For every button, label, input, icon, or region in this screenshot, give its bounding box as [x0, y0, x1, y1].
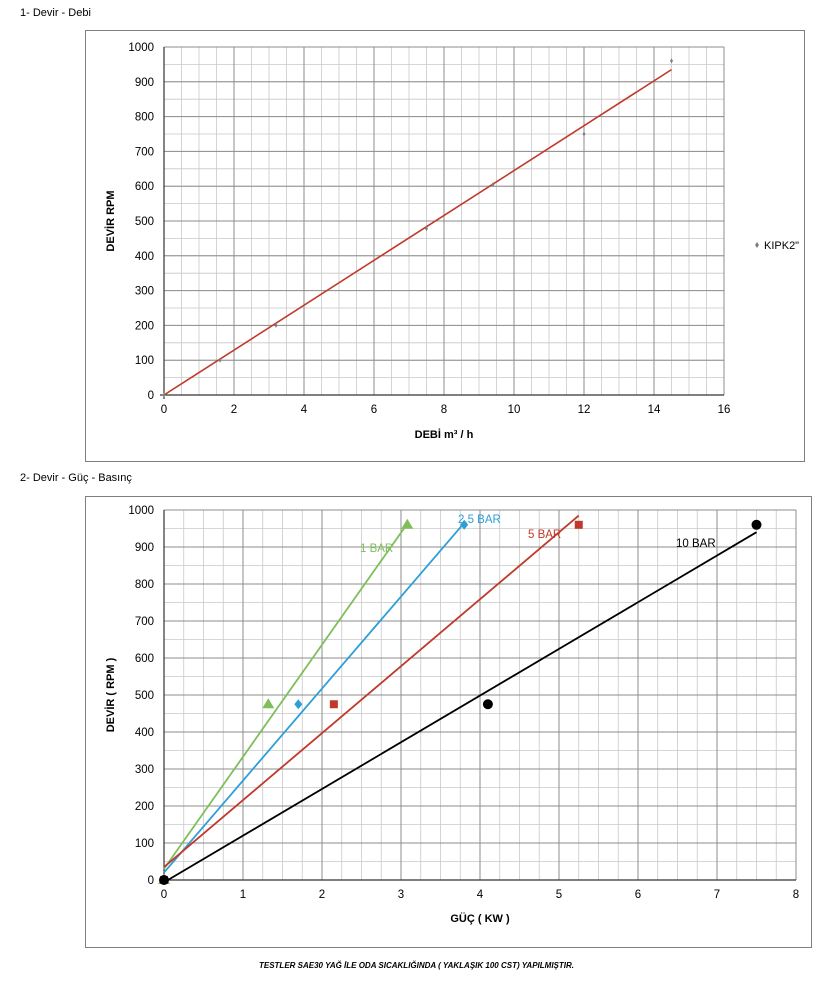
chart1-x-tick-label: 0 — [161, 404, 167, 416]
chart1-data-point — [162, 392, 166, 398]
chart1-y-tick-label: 600 — [135, 181, 154, 193]
footer-note: TESTLER SAE30 YAĞ İLE ODA SICAKLIĞINDA (… — [258, 961, 574, 970]
chart2-series-line — [163, 514, 580, 868]
chart2-data-point — [482, 699, 493, 710]
chart1-x-axis-title: DEBİ m³ / h — [415, 428, 474, 441]
chart2-data-point — [294, 699, 303, 710]
chart1-x-tick-label: 10 — [508, 404, 521, 416]
chart1-data-point — [425, 226, 428, 232]
chart1-legend-label: KIPK2" — [764, 240, 799, 252]
chart2-y-tick-label: 500 — [135, 690, 154, 702]
chart2-y-tick-label: 300 — [135, 764, 154, 776]
chart2-y-tick-label: 200 — [135, 801, 154, 813]
chart1-y-tick-label: 100 — [135, 355, 154, 367]
section1-title: 1- Devir - Debi — [20, 7, 91, 19]
chart1-x-tick-label: 2 — [231, 404, 237, 416]
chart2-x-tick-label: 5 — [556, 889, 562, 901]
chart2-series-label: 5 BAR — [528, 529, 561, 541]
chart2-x-tick-label: 3 — [398, 889, 404, 901]
chart2-x-tick-label: 0 — [161, 889, 167, 901]
chart1-data-point — [670, 58, 673, 64]
chart1-y-tick-label: 500 — [135, 216, 154, 228]
chart2-series-label: 2,5 BAR — [458, 514, 501, 526]
chart1-y-tick-label: 300 — [135, 286, 154, 298]
chart2-series-line — [167, 531, 757, 881]
chart2-data-point — [460, 519, 469, 530]
chart1-data-point — [218, 357, 222, 363]
chart1-x-tick-label: 12 — [578, 404, 591, 416]
chart2-x-tick-label: 2 — [319, 889, 325, 901]
chart1-data-point — [582, 131, 586, 137]
chart2-y-tick-label: 1000 — [128, 505, 154, 517]
chart2-y-tick-label: 400 — [135, 727, 154, 739]
chart2-y-tick-label: 800 — [135, 579, 154, 591]
chart2-series-label: 10 BAR — [676, 538, 716, 550]
chart2-data-point — [159, 875, 169, 885]
section2-title: 2- Devir - Güç - Basınç — [20, 472, 132, 484]
chart2-x-tick-label: 4 — [477, 889, 484, 901]
chart1-y-tick-label: 1000 — [128, 42, 154, 54]
chart1-trendline — [163, 68, 672, 396]
chart1-legend-marker — [755, 242, 759, 248]
chart1-x-tick-label: 14 — [648, 404, 661, 416]
chart2-y-tick-label: 600 — [135, 653, 154, 665]
chart2-data-point — [401, 518, 414, 529]
chart1-y-tick-label: 200 — [135, 320, 154, 332]
chart1-frame — [85, 30, 805, 462]
chart2-y-axis-title: DEVİR ( RPM ) — [104, 657, 117, 732]
chart1-x-tick-label: 8 — [441, 404, 447, 416]
chart2-x-tick-label: 6 — [635, 889, 641, 901]
chart2-y-tick-label: 0 — [148, 875, 154, 887]
chart1-x-tick-label: 16 — [718, 404, 731, 416]
chart2-x-tick-label: 1 — [240, 889, 246, 901]
chart2-data-point — [574, 520, 583, 529]
chart1-y-tick-label: 0 — [148, 390, 154, 402]
chart2-x-axis-title: GÜÇ ( KW ) — [450, 912, 510, 925]
chart2-series-line — [163, 524, 408, 870]
chart1-y-tick-label: 800 — [135, 112, 154, 124]
chart2-series-line — [163, 522, 465, 874]
chart2-x-tick-label: 8 — [793, 889, 799, 901]
chart2-data-point — [262, 698, 275, 709]
chart1-y-tick-label: 400 — [135, 251, 154, 263]
chart1-x-tick-label: 4 — [301, 404, 308, 416]
chart2-y-tick-label: 700 — [135, 616, 154, 628]
chart1-data-point — [274, 322, 278, 328]
chart2-x-tick-label: 7 — [714, 889, 720, 901]
chart2-data-point — [751, 519, 762, 530]
chart1-data-point — [491, 181, 495, 187]
chart2-y-tick-label: 100 — [135, 838, 154, 850]
chart1-y-tick-label: 900 — [135, 77, 154, 89]
chart1-y-tick-label: 700 — [135, 146, 154, 158]
chart2-series-label: 1 BAR — [360, 543, 393, 555]
chart1-y-axis-title: DEVİR RPM — [104, 190, 117, 251]
chart2-y-tick-label: 900 — [135, 542, 154, 554]
chart1-x-tick-label: 6 — [371, 404, 377, 416]
chart2-data-point — [329, 700, 338, 709]
